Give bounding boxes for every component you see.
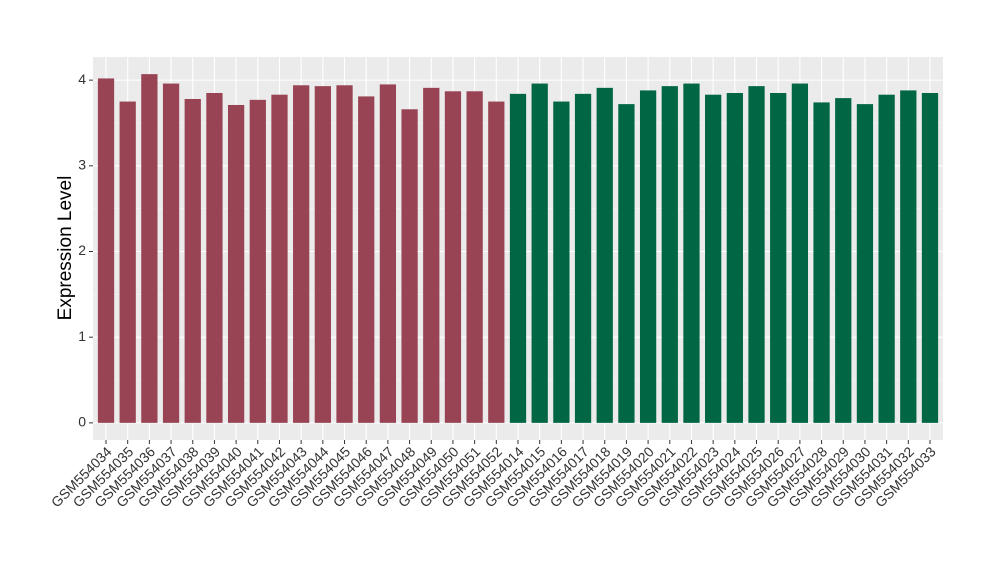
bar [401, 109, 418, 423]
bar [596, 87, 613, 423]
bar [119, 101, 136, 423]
bar [683, 83, 700, 423]
bar [813, 102, 830, 423]
bar [379, 84, 397, 423]
bar [314, 86, 331, 423]
bar [141, 74, 158, 423]
y-tick-label: 2 [78, 242, 86, 258]
bar [705, 94, 722, 423]
bar [661, 86, 678, 423]
bar [726, 92, 743, 423]
bar [162, 83, 180, 423]
bar [878, 94, 895, 423]
bar [574, 93, 592, 423]
bar [444, 91, 462, 423]
bar [184, 98, 201, 423]
y-tick-label: 0 [78, 414, 86, 430]
bar [488, 101, 505, 423]
y-tick-label: 1 [78, 328, 86, 344]
bar [97, 78, 115, 423]
bar [423, 87, 440, 423]
bar [206, 92, 223, 423]
bar [531, 83, 548, 423]
bar [358, 96, 375, 423]
bar [271, 94, 288, 423]
y-tick-label: 3 [78, 157, 86, 173]
bar [553, 101, 570, 423]
bar [921, 92, 939, 423]
bar [293, 85, 310, 423]
bar [336, 85, 353, 423]
bar [466, 91, 483, 423]
bar [835, 98, 852, 423]
bar [227, 104, 245, 423]
bar [748, 86, 765, 423]
bar [249, 99, 266, 423]
bar [509, 93, 527, 423]
y-axis-label: Expression Level [55, 176, 76, 321]
bar [856, 104, 874, 423]
bar [639, 90, 657, 423]
bar [770, 92, 787, 423]
bar [618, 104, 635, 423]
bar [791, 83, 809, 423]
y-tick-label: 4 [78, 71, 86, 87]
bar [900, 90, 917, 423]
